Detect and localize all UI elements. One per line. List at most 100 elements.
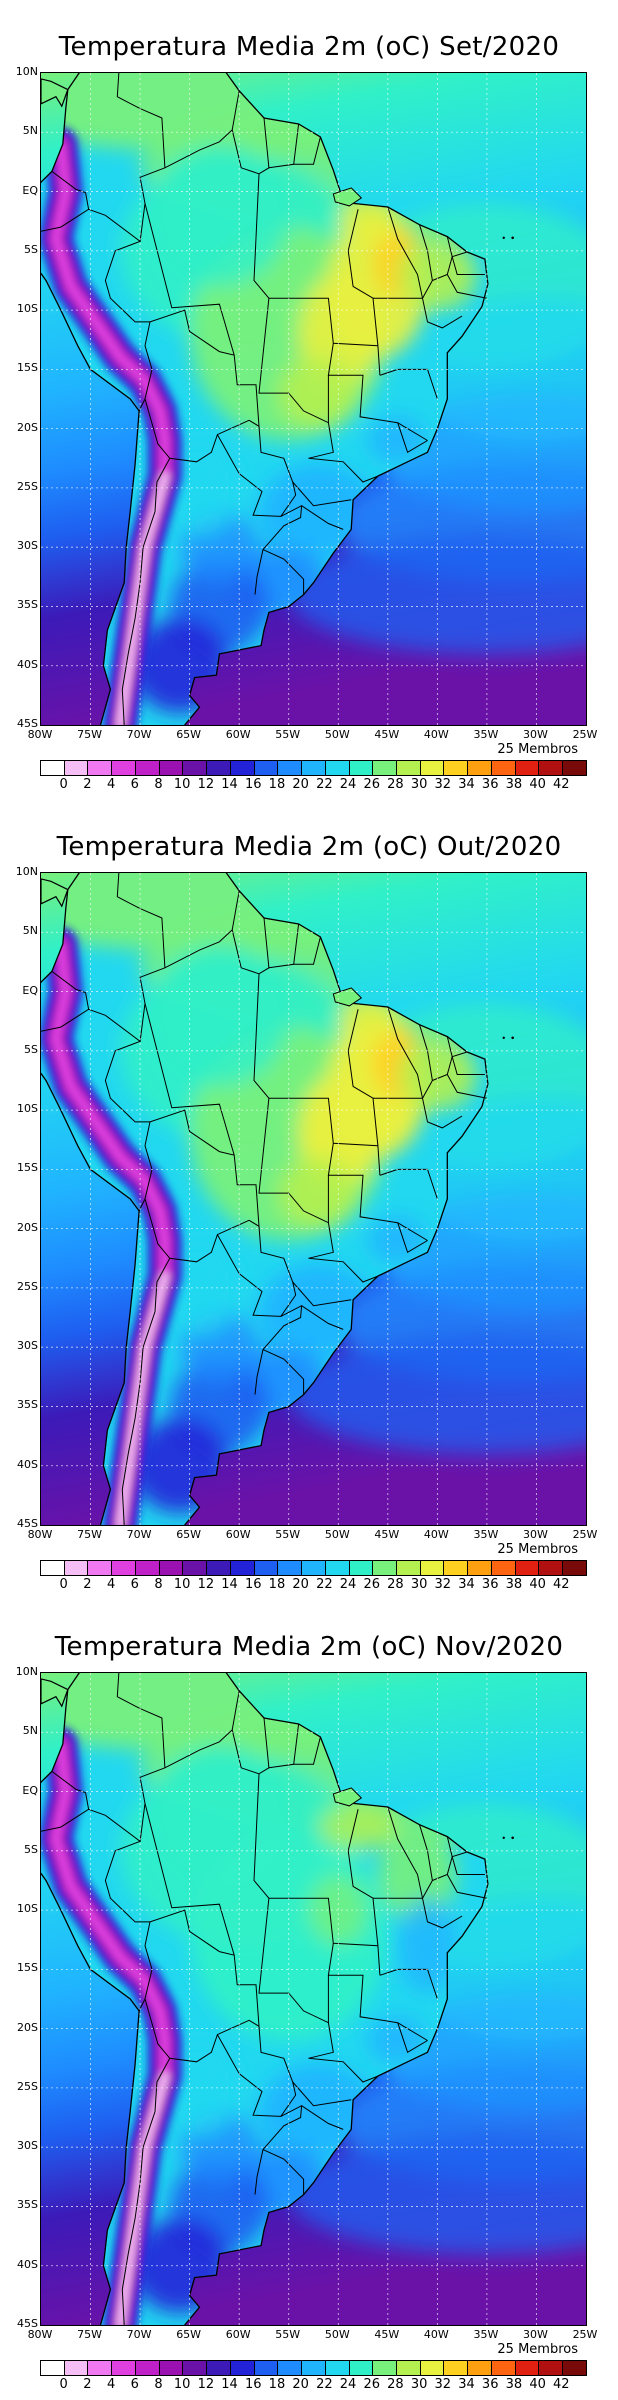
colorbar-tick-label: 14 <box>221 777 238 792</box>
colorbar-tick-label: 36 <box>481 777 499 792</box>
colorbar-tick-label: 32 <box>434 1577 452 1592</box>
colorbar-swatch <box>444 1561 469 1575</box>
colorbar-swatch <box>563 2361 586 2375</box>
colorbar-tick-label: 12 <box>197 1577 215 1592</box>
lat-tick-label: 40S <box>17 1457 38 1471</box>
colorbar-tick-label: 0 <box>59 777 68 792</box>
colorbar-tick-label: 12 <box>197 2377 215 2392</box>
lon-tick-label: 25W <box>572 2328 598 2341</box>
lon-tick-label: 65W <box>176 1528 202 1541</box>
lon-tick-label: 30W <box>523 2328 548 2341</box>
colorbar-tick-label: 24 <box>339 777 357 792</box>
colorbar-tick-label: 28 <box>387 1577 404 1592</box>
colorbar-swatch <box>468 2361 492 2375</box>
colorbar-swatch <box>373 2361 398 2375</box>
colorbar-swatch <box>373 761 398 775</box>
colorbar-tick-label: 38 <box>505 777 523 792</box>
country-borders <box>41 1673 487 2325</box>
colorbar-swatch <box>230 761 255 775</box>
colorbar-swatch <box>563 1561 586 1575</box>
lon-tick-label: 35W <box>473 1528 499 1541</box>
lon-tick-label: 50W <box>324 1528 350 1541</box>
colorbar-tick-label: 30 <box>410 777 428 792</box>
colorbar-swatch <box>397 761 421 775</box>
colorbar-tick-label: 0 <box>59 1577 68 1592</box>
lat-tick-label: 35S <box>17 1398 38 1412</box>
colorbar-swatch <box>349 1561 374 1575</box>
colorbar-tick-label: 2 <box>83 1577 92 1592</box>
lat-tick-label: 35S <box>17 2198 38 2212</box>
lat-tick-label: 5N <box>22 1724 38 1738</box>
colorbar-tick-label: 12 <box>197 777 215 792</box>
colorbar-swatch <box>349 2361 374 2375</box>
colorbar-swatch <box>420 2361 445 2375</box>
lat-tick-label: 20S <box>17 1220 38 1234</box>
lat-tick-label: 10N <box>15 1665 38 1678</box>
colorbar-tick-label: 20 <box>292 2377 309 2392</box>
temperature-map <box>40 72 587 726</box>
map-title: Temperatura Media 2m (oC) Nov/2020 <box>54 1632 564 1662</box>
lat-tick-label: 5S <box>24 1042 38 1056</box>
colorbar-tick-label: 2 <box>83 777 92 792</box>
colorbar-swatch <box>207 2361 231 2375</box>
lon-tick-label: 30W <box>523 1528 548 1541</box>
colorbar-swatch <box>539 1561 564 1575</box>
map-svg <box>41 73 586 725</box>
colorbar-tick-label: 34 <box>458 2377 475 2392</box>
lon-tick-label: 45W <box>374 2328 400 2341</box>
colorbar-swatch <box>88 761 113 775</box>
graticule <box>41 1673 586 2325</box>
colorbar-tick-label: 10 <box>173 1577 191 1592</box>
colorbar-tick-label: 42 <box>553 777 570 792</box>
lon-tick-label: 70W <box>126 728 152 741</box>
lon-tick-label: 25W <box>572 728 598 741</box>
lon-tick-label: 30W <box>523 728 548 741</box>
colorbar-swatch <box>254 761 279 775</box>
colorbar-swatch <box>444 761 469 775</box>
colorbar-swatch <box>444 2361 469 2375</box>
colorbar-swatch <box>88 1561 113 1575</box>
colorbar-swatch <box>41 761 65 775</box>
lon-tick-label: 60W <box>225 1528 251 1541</box>
colorbar-tick-label: 36 <box>481 1577 499 1592</box>
colorbar-swatch <box>183 1561 208 1575</box>
lat-tick-label: 25S <box>17 2079 38 2093</box>
colorbar-swatch <box>468 761 492 775</box>
ensemble-members-label: 25 Membros <box>497 1542 578 1557</box>
lat-tick-label: 10S <box>17 302 38 316</box>
colorbar-tick-label: 20 <box>292 1577 309 1592</box>
lon-tick-label: 55W <box>275 1528 301 1541</box>
colorbar-tick-label: 0 <box>59 2377 68 2392</box>
colorbar-swatch <box>325 2361 350 2375</box>
colorbar-swatch <box>563 761 586 775</box>
lat-tick-label: 5S <box>24 1842 38 1856</box>
colorbar-tick-label: 42 <box>553 2377 570 2392</box>
colorbar-tick-label: 14 <box>221 2377 238 2392</box>
colorbar-swatch <box>302 761 326 775</box>
colorbar-swatch <box>135 761 160 775</box>
colorbar-tick-label: 38 <box>505 2377 523 2392</box>
lat-tick-label: EQ <box>22 983 38 997</box>
lat-tick-label: 5N <box>22 924 38 938</box>
lat-tick-label: 25S <box>17 479 38 493</box>
colorbar-tick-label: 16 <box>244 777 262 792</box>
colorbar-swatch <box>183 761 208 775</box>
colorbar-tick-label: 4 <box>106 777 116 792</box>
lon-tick-label: 40W <box>423 1528 449 1541</box>
colorbar-swatch <box>159 761 184 775</box>
colorbar-swatch <box>515 2361 540 2375</box>
colorbar-swatch <box>159 2361 184 2375</box>
lon-tick-label: 60W <box>225 2328 251 2341</box>
colorbar-tick-label: 22 <box>316 2377 333 2392</box>
lon-tick-label: 70W <box>126 2328 152 2341</box>
colorbar-swatch <box>278 761 303 775</box>
lat-tick-label: 30S <box>17 539 38 553</box>
colorbar-swatch <box>41 1561 65 1575</box>
colorbar-swatch <box>397 1561 421 1575</box>
colorbar-swatch <box>539 2361 564 2375</box>
colorbar-tick-label: 20 <box>292 777 309 792</box>
colorbar-tick-label: 18 <box>268 777 286 792</box>
colorbar-swatch <box>278 1561 303 1575</box>
colorbar-swatch <box>88 2361 113 2375</box>
colorbar-tick-label: 38 <box>505 1577 523 1592</box>
